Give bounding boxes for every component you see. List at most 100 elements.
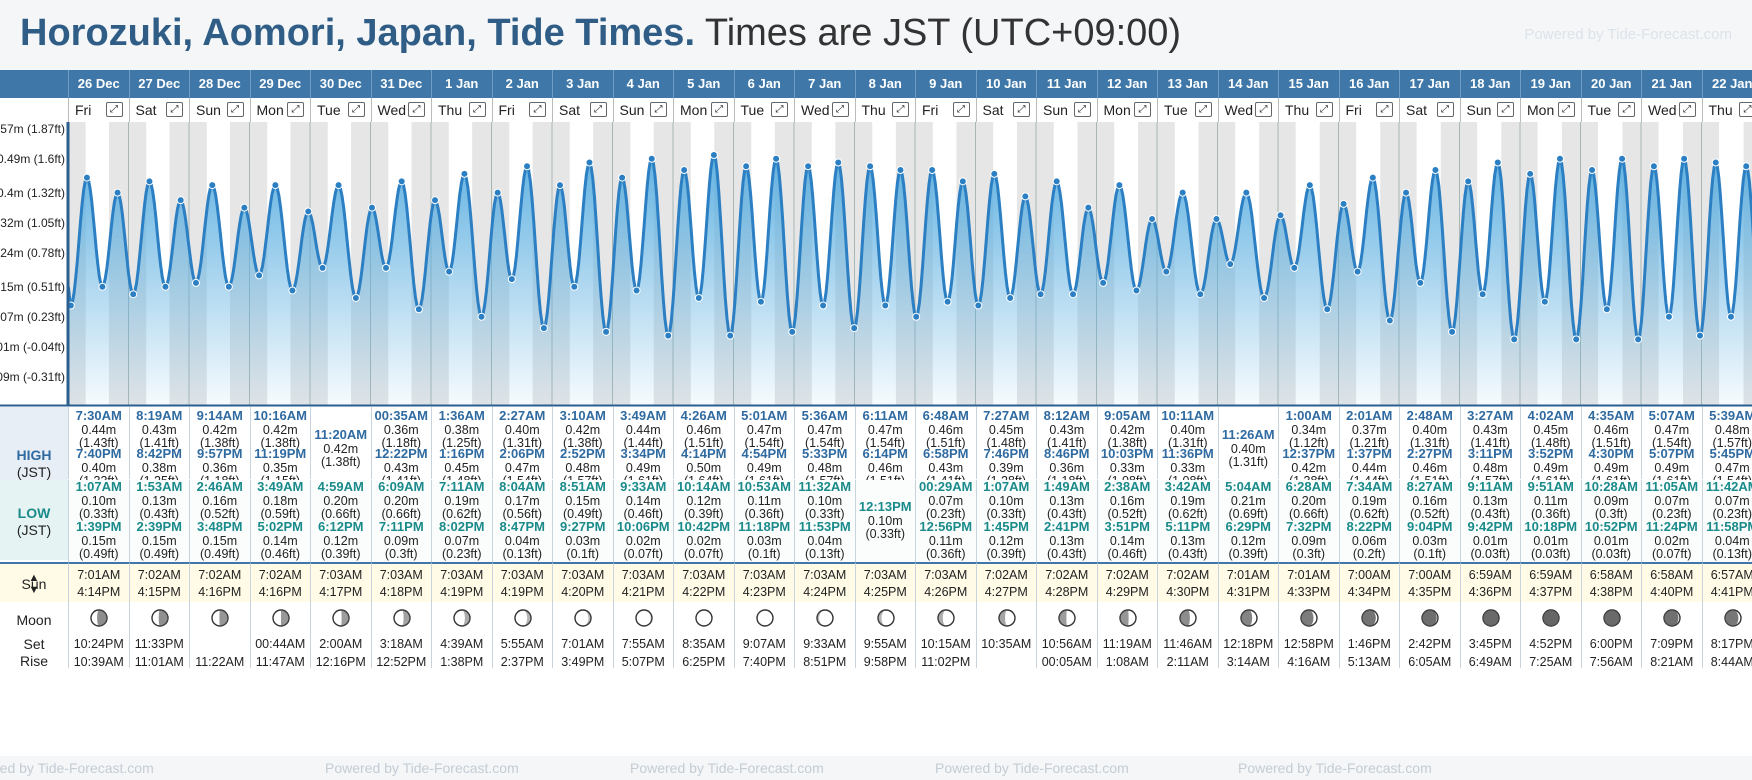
expand-icon[interactable]: ⤢ — [1739, 102, 1752, 117]
tide-height: (1.51ft) — [925, 436, 966, 450]
day-name: Mon — [1103, 102, 1131, 118]
sunset-time: 4:27PM — [984, 585, 1028, 599]
low-tide-point — [224, 282, 233, 291]
tide-height: (0.07ft) — [1651, 547, 1692, 561]
sun-cell: 7:02AM 4:27PM — [975, 562, 1036, 602]
moon-cell: 4:52PM 7:25AM — [1520, 602, 1581, 669]
expand-icon[interactable]: ⤢ — [166, 102, 183, 117]
tide-time: 9:51AM — [1527, 479, 1574, 494]
tide-height: 0.39m — [988, 461, 1024, 475]
expand-icon[interactable]: ⤢ — [589, 102, 607, 117]
expand-icon[interactable]: ⤢ — [650, 102, 667, 117]
tide-time: 6:14PM — [862, 446, 909, 461]
expand-icon[interactable]: ⤢ — [287, 102, 304, 117]
expand-icon[interactable]: ⤢ — [892, 102, 909, 117]
tide-height: 0.49m — [1593, 461, 1629, 475]
expand-icon[interactable]: ⤢ — [105, 102, 123, 117]
day-name: Wed — [1648, 102, 1677, 118]
tide-height: (0.43ft) — [1167, 547, 1208, 561]
expand-icon[interactable]: ⤢ — [831, 102, 849, 117]
moon-cell: 11:22AM — [189, 602, 250, 669]
expand-icon[interactable]: ⤢ — [1376, 102, 1393, 117]
expand-icon[interactable]: ⤢ — [1618, 102, 1635, 117]
tide-time: 10:28AM — [1584, 479, 1638, 494]
expand-icon[interactable]: ⤢ — [1194, 102, 1212, 117]
high-tide-point — [1052, 177, 1061, 186]
tide-time: 2:27AM — [499, 408, 546, 423]
low-tide-point — [726, 331, 735, 340]
moon-cell: 11:33PM 11:01AM — [128, 602, 190, 669]
day-name: Tue — [740, 102, 765, 118]
tide-time: 2:38AM — [1104, 479, 1151, 494]
sunset-time: 4:34PM — [1347, 585, 1391, 599]
low-tide-point — [881, 301, 890, 310]
expand-icon[interactable]: ⤢ — [1436, 102, 1454, 117]
moonset-time: 10:35AM — [981, 637, 1032, 651]
tide-time: 9:27PM — [559, 519, 606, 534]
powered-by-watermark: Powered by Tide-Forecast.com — [0, 760, 154, 776]
tide-time: 6:12PM — [317, 519, 364, 534]
expand-icon[interactable]: ⤢ — [710, 102, 728, 117]
tide-height: (0.46ft) — [260, 547, 301, 561]
tide-time: 11:53PM — [798, 519, 851, 534]
high-tide-point — [1680, 154, 1689, 163]
expand-icon[interactable]: ⤢ — [1073, 102, 1091, 117]
tide-time: 3:49AM — [620, 408, 667, 423]
expand-icon[interactable]: ⤢ — [468, 102, 486, 117]
expand-icon[interactable]: ⤢ — [1557, 102, 1575, 117]
expand-icon[interactable]: ⤢ — [1315, 102, 1333, 117]
high-tide-point — [1526, 169, 1535, 178]
sun-cell: 7:00AM 4:34PM — [1338, 562, 1399, 602]
low-tide-point — [756, 297, 765, 306]
date-cell: 22 Jan — [1701, 70, 1752, 98]
tide-height: 0.48m — [807, 461, 843, 475]
expand-icon[interactable]: ⤢ — [1134, 102, 1151, 117]
sunset-time: 4:33PM — [1287, 585, 1331, 599]
sun-cell: 7:03AM 4:17PM — [310, 562, 371, 602]
expand-icon[interactable]: ⤢ — [1013, 102, 1030, 117]
sunset-time: 4:24PM — [803, 585, 847, 599]
moonset-time: 6:00PM — [1589, 637, 1633, 651]
low-tide-point — [788, 327, 797, 336]
tide-height: (0.49ft) — [199, 547, 240, 561]
sunrise-time: 6:58AM — [1589, 568, 1633, 582]
moon-cell: 8:35AM 6:25PM — [673, 602, 734, 669]
moon-phase-icon — [1603, 609, 1621, 627]
expand-icon[interactable]: ⤢ — [529, 102, 546, 117]
expand-icon[interactable]: ⤢ — [408, 102, 425, 117]
low-tide-point — [1478, 290, 1487, 299]
moon-cell: 9:55AM 9:58PM — [854, 602, 916, 669]
tide-height: (0.46ft) — [623, 507, 664, 521]
tide-height: 0.15m — [565, 494, 601, 508]
tide-height: (1.12ft) — [1288, 436, 1329, 450]
tide-time: 5:39AM — [1709, 408, 1752, 423]
tide-time: 5:02PM — [257, 519, 304, 534]
high-tide-point — [523, 162, 532, 171]
expand-icon[interactable]: ⤢ — [226, 102, 244, 117]
tide-height: (0.3ft) — [384, 547, 418, 561]
tide-time: 1:36AM — [438, 408, 485, 423]
tide-height: (0.23ft) — [1651, 507, 1692, 521]
expand-icon[interactable]: ⤢ — [347, 102, 365, 117]
expand-icon[interactable]: ⤢ — [1497, 102, 1514, 117]
moonrise-time: 8:51PM — [803, 655, 847, 669]
tide-time: 2:41PM — [1043, 519, 1090, 534]
tide-time: 2:01AM — [1346, 408, 1393, 423]
moonset-time: 10:15AM — [920, 637, 971, 651]
high-tide-cell: 11:26AM 0.40m (1.31ft) — [1217, 407, 1279, 479]
moonrise-time: 9:58PM — [863, 655, 907, 669]
high-tide-point — [1305, 181, 1314, 190]
sun-cell: 7:03AM 4:21PM — [612, 562, 673, 602]
expand-icon[interactable]: ⤢ — [952, 102, 970, 117]
expand-icon[interactable]: ⤢ — [1678, 102, 1696, 117]
expand-icon[interactable]: ⤢ — [1255, 102, 1272, 117]
tide-height: 0.14m — [1109, 534, 1145, 548]
tide-height: (1.38ft) — [1107, 436, 1148, 450]
tide-height: 0.20m — [323, 494, 359, 508]
tide-time: 11:32AM — [798, 479, 852, 494]
sunset-time: 4:29PM — [1105, 585, 1149, 599]
expand-icon[interactable]: ⤢ — [771, 102, 788, 117]
low-tide-point — [477, 312, 486, 321]
moonrise-time: 7:40PM — [742, 655, 786, 669]
